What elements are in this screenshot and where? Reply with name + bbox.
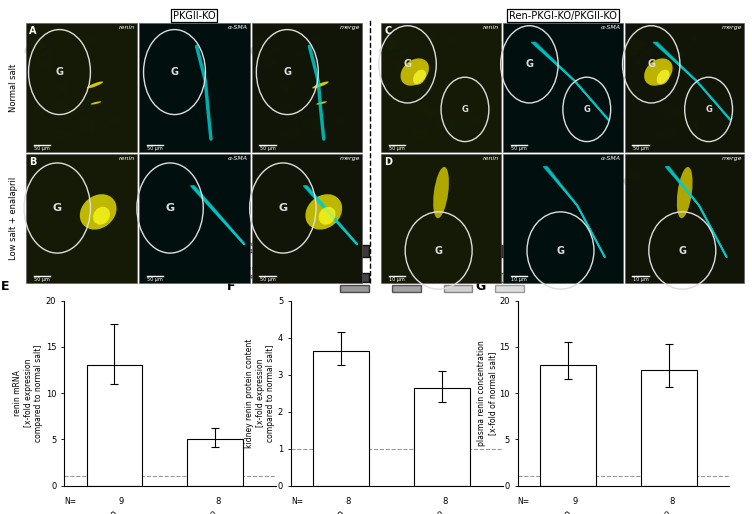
Text: 10 μm: 10 μm bbox=[633, 277, 648, 282]
Text: 9: 9 bbox=[572, 497, 578, 506]
Text: D: D bbox=[384, 157, 393, 167]
Text: G: G bbox=[584, 105, 590, 114]
Text: 50 μm: 50 μm bbox=[147, 277, 162, 282]
Text: 50 μm: 50 μm bbox=[35, 146, 50, 151]
Text: 44-36 kDa: 44-36 kDa bbox=[246, 275, 274, 280]
Bar bbox=[86, 365, 142, 486]
Text: G: G bbox=[462, 105, 468, 114]
Text: α-SMA: α-SMA bbox=[227, 25, 247, 30]
Text: renin: renin bbox=[482, 25, 499, 30]
Text: N=: N= bbox=[517, 497, 529, 506]
Y-axis label: plasma renin concentration
[x-fold of normal salt]: plasma renin concentration [x-fold of no… bbox=[478, 340, 497, 446]
Text: G: G bbox=[284, 67, 291, 77]
Text: 50 μm: 50 μm bbox=[390, 146, 405, 151]
FancyBboxPatch shape bbox=[496, 273, 524, 282]
Text: merge: merge bbox=[722, 156, 742, 161]
Text: Ren-PKGI-KO/PKGII-KO: Ren-PKGI-KO/PKGII-KO bbox=[509, 11, 617, 21]
Text: C: C bbox=[384, 26, 392, 35]
Text: 8: 8 bbox=[216, 497, 221, 506]
Text: 8: 8 bbox=[669, 497, 675, 506]
FancyBboxPatch shape bbox=[341, 285, 369, 292]
Text: 4: 4 bbox=[508, 236, 512, 245]
Text: 8: 8 bbox=[345, 497, 350, 506]
Text: G: G bbox=[475, 280, 486, 293]
Text: merge: merge bbox=[340, 25, 360, 30]
Text: B: B bbox=[29, 157, 37, 167]
Text: G: G bbox=[556, 246, 565, 255]
Text: α-SMA: α-SMA bbox=[600, 25, 620, 30]
Text: 10 μm: 10 μm bbox=[390, 277, 405, 282]
Text: PKGII-KO: PKGII-KO bbox=[173, 11, 216, 21]
Text: merge: merge bbox=[340, 156, 360, 161]
Bar bbox=[314, 351, 369, 486]
FancyBboxPatch shape bbox=[496, 246, 524, 257]
Text: α-SMA: α-SMA bbox=[600, 156, 620, 161]
FancyBboxPatch shape bbox=[444, 273, 472, 282]
Text: α-SMA: α-SMA bbox=[227, 156, 247, 161]
Text: 50 μm: 50 μm bbox=[147, 146, 162, 151]
Text: 10 μm: 10 μm bbox=[511, 277, 526, 282]
Text: renin: renin bbox=[118, 156, 135, 161]
FancyBboxPatch shape bbox=[392, 246, 420, 257]
Text: Ren-PKGI-KO/PKGII-KO: Ren-PKGI-KO/PKGII-KO bbox=[386, 510, 445, 514]
Bar bbox=[187, 439, 243, 486]
Bar bbox=[414, 388, 470, 486]
Text: PKGII-KO: PKGII-KO bbox=[544, 510, 575, 514]
Text: renin: renin bbox=[118, 25, 135, 30]
FancyBboxPatch shape bbox=[341, 273, 369, 282]
Text: PKGII-KO: PKGII-KO bbox=[318, 510, 348, 514]
Text: G: G bbox=[165, 203, 174, 213]
Text: 2: 2 bbox=[404, 236, 409, 245]
FancyBboxPatch shape bbox=[392, 285, 420, 292]
Text: G: G bbox=[278, 203, 287, 213]
Text: N=: N= bbox=[64, 497, 76, 506]
Text: G: G bbox=[56, 67, 63, 77]
Text: 8: 8 bbox=[443, 497, 448, 506]
Text: Low salt + enalapril: Low salt + enalapril bbox=[9, 177, 18, 260]
Text: G: G bbox=[647, 59, 655, 69]
Text: Ren-PKGI-KO/PKGII-KO: Ren-PKGI-KO/PKGII-KO bbox=[613, 510, 672, 514]
Text: renin: renin bbox=[482, 156, 499, 161]
Text: 1: 1 bbox=[353, 236, 357, 245]
Text: A: A bbox=[29, 26, 37, 35]
Text: 3: 3 bbox=[456, 236, 460, 245]
Text: G: G bbox=[526, 59, 533, 69]
Text: renin: renin bbox=[246, 266, 262, 271]
Text: E: E bbox=[1, 280, 9, 293]
FancyBboxPatch shape bbox=[444, 246, 472, 257]
Y-axis label: kidney renin protein content
[x-fold expression
compared to normal salt]: kidney renin protein content [x-fold exp… bbox=[245, 339, 275, 448]
Text: PKGII-KO: PKGII-KO bbox=[91, 510, 121, 514]
Text: G: G bbox=[435, 246, 443, 255]
Text: 50 μm: 50 μm bbox=[511, 146, 526, 151]
Text: F: F bbox=[227, 280, 235, 293]
Text: 50 μm: 50 μm bbox=[35, 277, 50, 282]
Text: G: G bbox=[404, 59, 411, 69]
Text: Ren-PKGI-KO/PKGII-KO: Ren-PKGI-KO/PKGII-KO bbox=[159, 510, 219, 514]
Text: merge: merge bbox=[722, 25, 742, 30]
FancyBboxPatch shape bbox=[496, 285, 524, 292]
Text: 50 μm: 50 μm bbox=[260, 146, 275, 151]
Text: G: G bbox=[705, 105, 712, 114]
Y-axis label: renin mRNA
[x-fold expression
compared to normal salt]: renin mRNA [x-fold expression compared t… bbox=[14, 344, 43, 442]
FancyBboxPatch shape bbox=[392, 273, 420, 282]
Text: G: G bbox=[678, 246, 687, 255]
Bar bbox=[541, 365, 596, 486]
Text: 50 μm: 50 μm bbox=[260, 277, 275, 282]
Text: G: G bbox=[53, 203, 62, 213]
Text: 50 μm: 50 μm bbox=[633, 146, 648, 151]
Text: 116 kDa: 116 kDa bbox=[246, 249, 269, 254]
Bar bbox=[641, 370, 696, 486]
Text: Vinculin: Vinculin bbox=[246, 242, 271, 247]
Text: N=: N= bbox=[291, 497, 303, 506]
FancyBboxPatch shape bbox=[341, 246, 369, 257]
Text: 9: 9 bbox=[119, 497, 124, 506]
Text: G: G bbox=[171, 67, 178, 77]
Text: Normal salt: Normal salt bbox=[9, 63, 18, 112]
FancyBboxPatch shape bbox=[444, 285, 472, 292]
